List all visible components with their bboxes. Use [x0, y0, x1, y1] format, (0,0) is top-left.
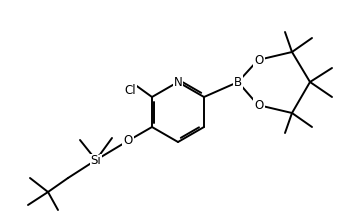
Text: O: O	[254, 98, 264, 111]
Text: Si: Si	[91, 155, 102, 168]
Text: O: O	[254, 54, 264, 67]
Text: Cl: Cl	[124, 83, 136, 97]
Text: O: O	[123, 135, 133, 147]
Text: B: B	[234, 76, 242, 89]
Text: N: N	[174, 76, 182, 89]
